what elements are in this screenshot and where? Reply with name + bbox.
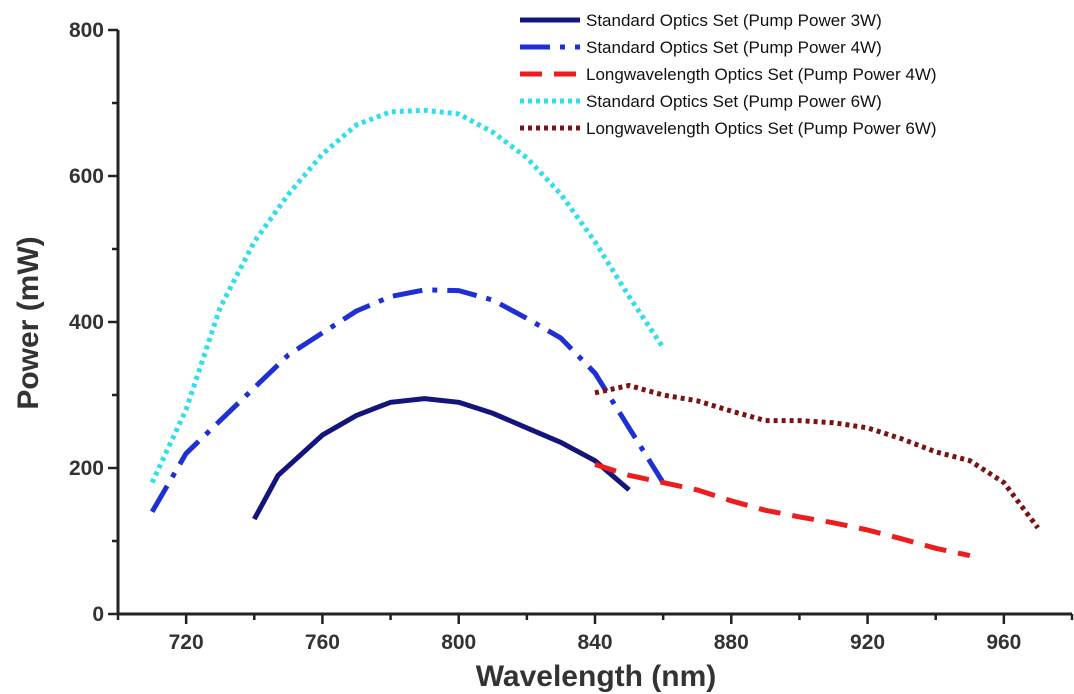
legend-label-5: Longwavelength Optics Set (Pump Power 6W…: [586, 119, 937, 138]
series-line-1: [252, 396, 631, 521]
y-tick-label: 400: [69, 311, 104, 334]
y-axis-title: Power (mW): [12, 236, 45, 409]
legend-label-2: Standard Optics Set (Pump Power 4W): [586, 38, 882, 57]
x-tick-label: 880: [714, 631, 749, 654]
series-line-4: [149, 107, 666, 484]
y-tick-label: 800: [69, 19, 104, 42]
legend-label-4: Standard Optics Set (Pump Power 6W): [586, 92, 882, 111]
x-tick-label: 840: [577, 631, 612, 654]
legend-label-1: Standard Optics Set (Pump Power 3W): [586, 11, 882, 30]
x-tick-label: 720: [169, 631, 204, 654]
x-axis-title: Wavelength (nm): [476, 660, 717, 693]
x-tick-label: 920: [850, 631, 885, 654]
y-tick-label: 600: [69, 165, 104, 188]
y-tick-label: 0: [92, 603, 104, 626]
x-tick-label: 800: [441, 631, 476, 654]
legend-label-3: Longwavelength Optics Set (Pump Power 4W…: [586, 65, 937, 84]
x-tick-label: 760: [305, 631, 340, 654]
legend: Standard Optics Set (Pump Power 3W) Stand…: [520, 11, 937, 138]
series-line-2: [149, 287, 666, 514]
series-line-5: [594, 383, 1040, 530]
x-tick-label: 960: [986, 631, 1021, 654]
axes: 720 760 800 840 880 920 960 0 200 400 600 800: [69, 19, 1074, 654]
y-tick-label: 200: [69, 457, 104, 480]
series-line-3: [594, 462, 971, 559]
series-layer: [149, 107, 1040, 559]
